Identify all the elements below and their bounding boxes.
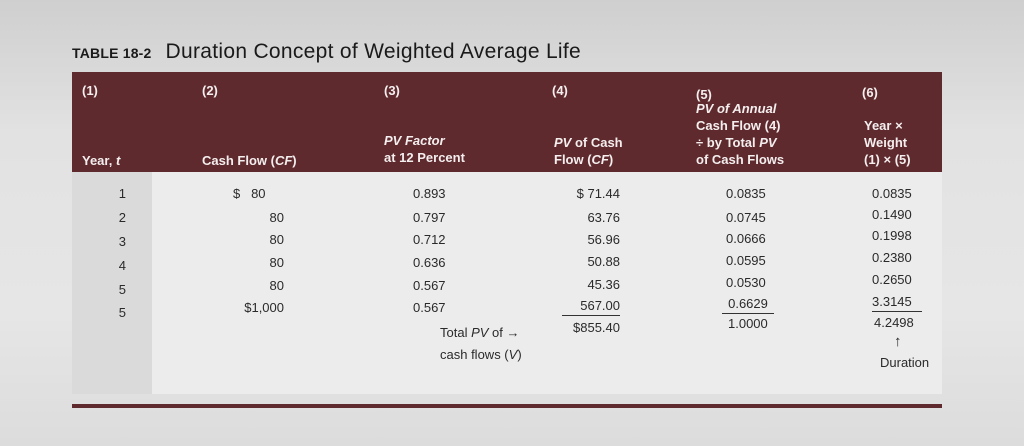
duration-label: Duration [880, 355, 930, 370]
col4-number: (4) [552, 83, 568, 98]
row4-year: 4 [118, 258, 126, 273]
total-pv-label-line1: Total PV of → [440, 325, 520, 340]
row5-pv-cash: 45.36 [587, 277, 620, 292]
total-weight-value: 1.0000 [728, 316, 768, 331]
col4-label: PV of Cash Flow (CF) [554, 135, 623, 167]
row5-pv-factor: 0.567 [413, 278, 446, 293]
up-arrow-icon: ↑ [894, 333, 902, 350]
row6-pv-factor: 0.567 [413, 300, 446, 315]
row1-weight: 0.0835 [726, 186, 766, 201]
row2-cash-flow: 80 [269, 210, 284, 225]
row3-year: 3 [118, 234, 126, 249]
row6-year: 5 [118, 305, 126, 320]
row4-pv-factor: 0.636 [413, 255, 446, 270]
table-title: Duration Concept of Weighted Average Lif… [165, 40, 581, 63]
total-pv-label: Total PV of → cash flows (V) [440, 322, 522, 366]
col2-number: (2) [202, 83, 218, 98]
row6-pv-cash: 567.00 [562, 298, 620, 316]
col5-label: PV of Annual Cash Flow (4) ÷ by Total PV… [696, 101, 785, 167]
row4-weight: 0.0595 [726, 253, 766, 268]
row3-pv-cash: 56.96 [587, 232, 620, 247]
duration-value: 4.2498 [874, 315, 914, 330]
table-bottom-rule [72, 404, 942, 408]
row2-year: 2 [118, 210, 126, 225]
row6-cash-flow: $1,000 [244, 300, 284, 315]
table-label: TABLE 18-2 [72, 45, 152, 61]
row5-cash-flow: 80 [269, 278, 284, 293]
row1-pv-factor: 0.893 [413, 186, 446, 201]
col6-label: Year × Weight (1) × (5) [864, 118, 911, 167]
row3-weight: 0.0666 [726, 231, 766, 246]
col3-number: (3) [384, 83, 400, 98]
table-header: (1) (2) (3) (4) (5) (6) Year, t Cash Flo… [72, 72, 942, 172]
row5-year: 5 [118, 282, 126, 297]
row2-year-weight: 0.1490 [872, 207, 912, 222]
row2-weight: 0.0745 [726, 210, 766, 225]
row1-cash-flow: $ 80 [233, 186, 266, 201]
row2-pv-factor: 0.797 [413, 210, 446, 225]
col3-label: PV Factor at 12 Percent [384, 133, 465, 165]
row2-pv-cash: 63.76 [587, 210, 620, 225]
row4-cash-flow: 80 [269, 255, 284, 270]
table-body [72, 172, 942, 394]
row1-year-weight: 0.0835 [872, 186, 912, 201]
row3-pv-factor: 0.712 [413, 232, 446, 247]
table-heading: TABLE 18-2 Duration Concept of Weighted … [72, 40, 581, 64]
row3-cash-flow: 80 [269, 232, 284, 247]
row4-pv-cash: 50.88 [587, 254, 620, 269]
year-column-shade [72, 172, 152, 394]
row5-year-weight: 0.2650 [872, 272, 912, 287]
col5-number: (5) [696, 87, 712, 102]
row4-year-weight: 0.2380 [872, 250, 912, 265]
col6-number: (6) [862, 85, 878, 100]
row3-year-weight: 0.1998 [872, 228, 912, 243]
row5-weight: 0.0530 [726, 275, 766, 290]
row1-pv-cash: $ 71.44 [576, 186, 620, 201]
total-pv-label-line2: cash flows (V) [440, 347, 522, 362]
row6-year-weight: 3.3145 [872, 294, 922, 312]
col1-number: (1) [82, 83, 98, 98]
col2-label: Cash Flow (CF) [202, 153, 297, 168]
row6-weight: 0.6629 [722, 296, 774, 314]
total-pv-value: $855.40 [573, 320, 620, 335]
col1-label: Year, t [82, 153, 121, 168]
row1-year: 1 [118, 186, 126, 201]
